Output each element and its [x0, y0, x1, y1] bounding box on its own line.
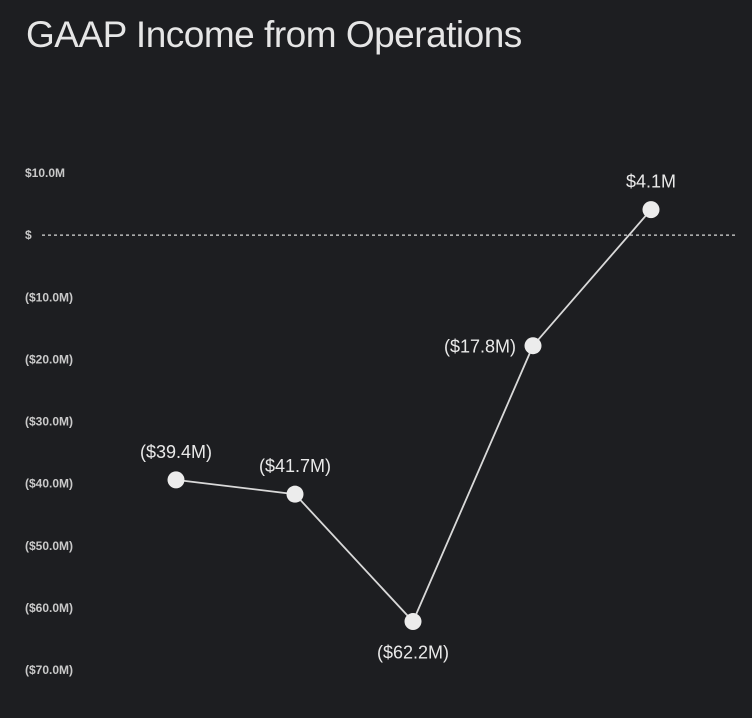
- y-tick-label: ($20.0M): [25, 352, 73, 366]
- data-point: [167, 471, 185, 489]
- y-tick-label: ($60.0M): [25, 601, 73, 615]
- data-label: ($17.8M): [444, 337, 516, 357]
- y-tick-label: $10.0M: [25, 166, 65, 180]
- series-line: [175, 209, 652, 624]
- data-point: [286, 485, 304, 503]
- data-label: ($62.2M): [377, 643, 449, 663]
- data-label: ($41.7M): [259, 456, 331, 476]
- data-point: [524, 337, 542, 355]
- data-point: [404, 613, 422, 631]
- y-tick-label: ($30.0M): [25, 415, 73, 429]
- y-tick-label: ($40.0M): [25, 477, 73, 491]
- y-axis: $10.0M $ ($10.0M) ($20.0M) ($30.0M) ($40.0M) (…: [25, 166, 73, 677]
- data-point: [642, 201, 660, 219]
- chart-title: GAAP Income from Operations: [26, 14, 522, 55]
- data-label: $4.1M: [626, 172, 676, 192]
- y-tick-label: $: [25, 228, 32, 242]
- y-tick-label: ($10.0M): [25, 290, 73, 304]
- series-line-group: [175, 209, 652, 624]
- data-label: ($39.4M): [140, 442, 212, 462]
- y-tick-label: ($70.0M): [25, 663, 73, 677]
- data-points: [167, 201, 660, 631]
- y-tick-label: ($50.0M): [25, 539, 73, 553]
- data-labels: ($39.4M) ($41.7M) ($62.2M) ($17.8M) $4.1M: [140, 172, 676, 663]
